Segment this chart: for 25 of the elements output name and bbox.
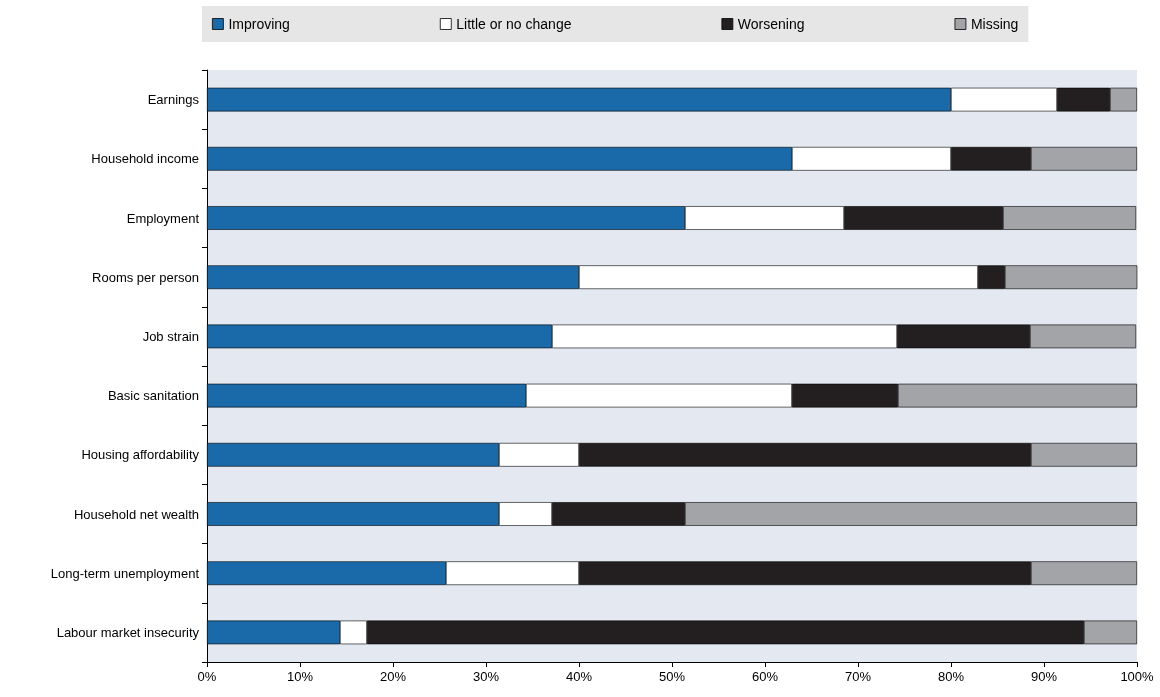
y-tick-label: Job strain (142, 328, 199, 344)
legend-label: Missing (970, 16, 1019, 32)
x-tick-label: 0% (197, 669, 217, 684)
y-tick-label: Earnings (147, 92, 200, 108)
y-tick-label: Basic sanitation (107, 388, 199, 404)
y-tick-label: Housing affordability (81, 447, 200, 463)
x-tick-label: 60% (751, 669, 779, 684)
y-tick-label: Employment (126, 210, 200, 226)
legend-label: Improving (228, 16, 290, 32)
y-tick-label: Long-term unemployment (50, 565, 200, 581)
x-tick-label: 70% (844, 669, 872, 684)
x-tick-label: 30% (472, 669, 500, 684)
legend-label: Worsening (737, 16, 805, 32)
x-tick-label: 50% (658, 669, 686, 684)
y-tick-label: Household net wealth (73, 506, 199, 522)
y-tick-label: Household income (91, 151, 199, 167)
x-tick-label: 10% (286, 669, 314, 684)
x-tick-label: 40% (565, 669, 593, 684)
x-tick-label: 80% (937, 669, 965, 684)
x-tick-label: 100% (1120, 669, 1155, 684)
y-tick-label: Rooms per person (92, 269, 199, 285)
legend-label: Little or no change (456, 16, 572, 32)
x-tick-label: 90% (1030, 669, 1058, 684)
y-tick-label: Labour market insecurity (56, 624, 200, 640)
x-tick-label: 20% (379, 669, 407, 684)
